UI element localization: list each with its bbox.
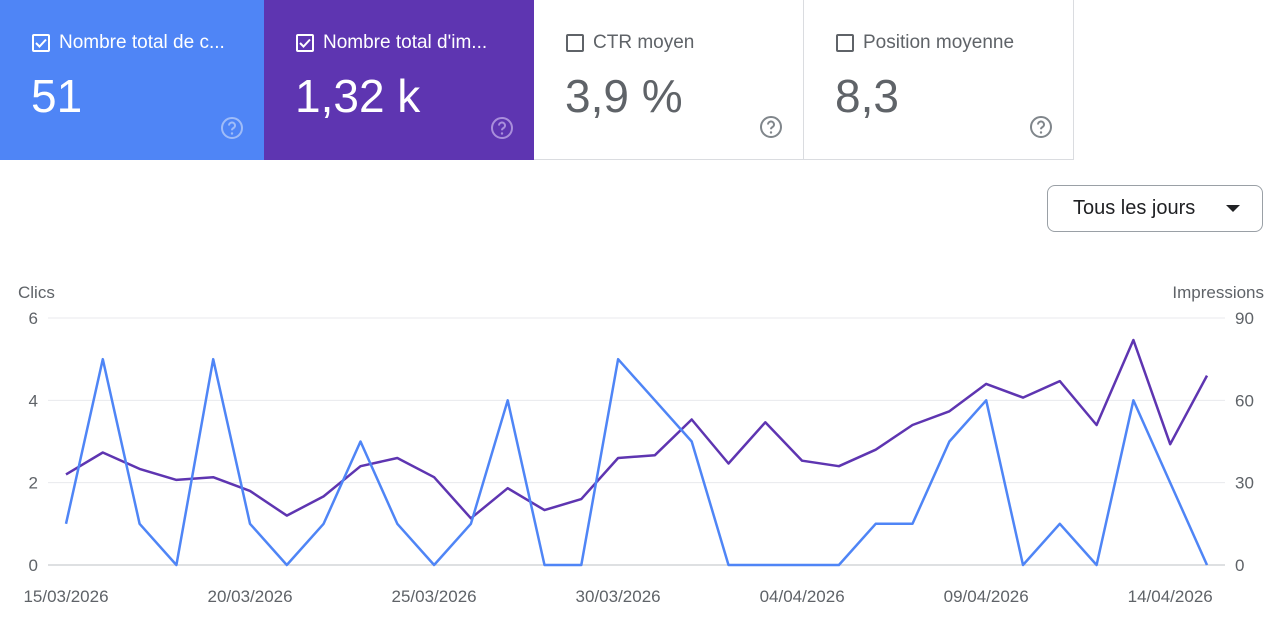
card-value: 8,3: [835, 70, 899, 122]
x-axis-tick-label: 09/04/2026: [944, 587, 1029, 606]
metric-card-avg-position[interactable]: Position moyenne 8,3: [804, 0, 1074, 160]
card-label: Position moyenne: [863, 32, 1015, 53]
help-icon[interactable]: [1029, 115, 1053, 139]
left-axis-tick-label: 2: [29, 474, 38, 493]
card-header: CTR moyen: [566, 32, 763, 54]
card-header: Nombre total d'im...: [296, 32, 493, 54]
left-axis-title: Clics: [18, 283, 55, 302]
card-label: Nombre total d'im...: [323, 32, 488, 53]
right-axis-tick-label: 60: [1235, 391, 1254, 410]
right-axis-tick-label: 90: [1235, 309, 1254, 328]
metric-card-total-impressions[interactable]: Nombre total d'im... 1,32 k: [264, 0, 534, 160]
x-axis-tick-label: 04/04/2026: [760, 587, 845, 606]
checkbox-checked-icon[interactable]: [32, 34, 50, 52]
period-dropdown[interactable]: Tous les jours: [1047, 185, 1263, 232]
left-axis-tick-label: 0: [29, 556, 38, 575]
right-axis-title: Impressions: [1172, 283, 1264, 302]
card-value: 51: [31, 70, 83, 122]
card-header: Nombre total de c...: [32, 32, 229, 54]
dropdown-arrow-icon: [1226, 205, 1240, 212]
period-dropdown-label: Tous les jours: [1073, 197, 1196, 219]
help-icon[interactable]: [759, 115, 783, 139]
x-axis-tick-label: 30/03/2026: [576, 587, 661, 606]
checkbox-unchecked-icon[interactable]: [566, 34, 584, 52]
x-axis-tick-label: 25/03/2026: [392, 587, 477, 606]
metric-cards: Nombre total de c... 51 Nombre total d'i…: [0, 0, 1074, 160]
x-axis-tick-label: 15/03/2026: [23, 587, 108, 606]
left-axis-tick-label: 6: [29, 309, 38, 328]
card-header: Position moyenne: [836, 32, 1033, 54]
checkbox-unchecked-icon[interactable]: [836, 34, 854, 52]
help-icon[interactable]: [220, 116, 244, 140]
card-value: 1,32 k: [295, 70, 421, 122]
left-axis-tick-label: 4: [29, 391, 38, 410]
right-axis-tick-label: 30: [1235, 474, 1254, 493]
card-label: Nombre total de c...: [59, 32, 225, 53]
checkbox-checked-icon[interactable]: [296, 34, 314, 52]
card-value: 3,9 %: [565, 70, 683, 122]
x-axis-tick-label: 14/04/2026: [1128, 587, 1213, 606]
card-label: CTR moyen: [593, 32, 695, 53]
metric-card-total-clicks[interactable]: Nombre total de c... 51: [0, 0, 264, 160]
metric-card-avg-ctr[interactable]: CTR moyen 3,9 %: [534, 0, 804, 160]
help-icon[interactable]: [490, 116, 514, 140]
x-axis-tick-label: 20/03/2026: [207, 587, 292, 606]
series-line-clics: [64, 357, 1209, 567]
series-line-impressions: [65, 338, 1209, 520]
right-axis-tick-label: 0: [1235, 556, 1244, 575]
